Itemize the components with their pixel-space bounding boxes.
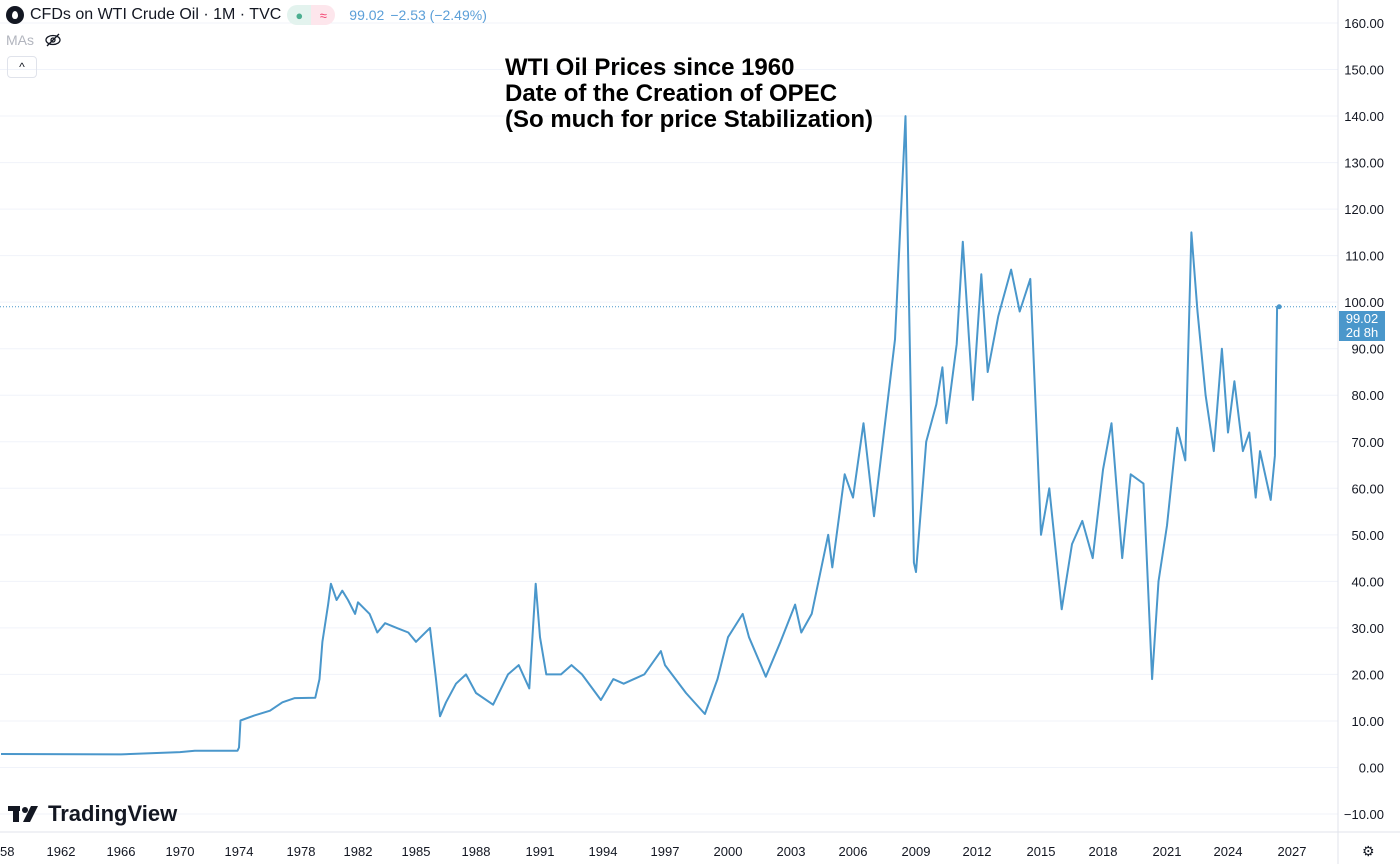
y-tick-label: 60.00 bbox=[1351, 481, 1384, 496]
logo-text: TradingView bbox=[48, 801, 178, 826]
x-tick-label: 58 bbox=[0, 844, 14, 859]
x-tick-label: 2015 bbox=[1027, 844, 1056, 859]
y-tick-label: 30.00 bbox=[1351, 621, 1384, 636]
x-tick-label: 2018 bbox=[1089, 844, 1118, 859]
y-tick-label: 100.00 bbox=[1344, 295, 1384, 310]
collapse-legend-button[interactable]: ^ bbox=[7, 56, 37, 78]
x-tick-label: 1988 bbox=[462, 844, 491, 859]
last-price: 99.02 bbox=[349, 7, 385, 23]
y-tick-label: −10.00 bbox=[1344, 807, 1384, 822]
bar-countdown: 2d 8h bbox=[1345, 325, 1379, 340]
eye-hidden-icon[interactable] bbox=[44, 33, 62, 47]
x-tick-label: 1974 bbox=[225, 844, 254, 859]
y-tick-label: 80.00 bbox=[1351, 388, 1384, 403]
market-status-icon: ● bbox=[287, 5, 312, 25]
x-tick-label: 2009 bbox=[902, 844, 931, 859]
x-tick-label: 2012 bbox=[963, 844, 992, 859]
delayed-data-icon: ≈ bbox=[311, 5, 336, 25]
y-tick-label: 140.00 bbox=[1344, 109, 1384, 124]
y-tick-label: 10.00 bbox=[1351, 714, 1384, 729]
last-price-tag: 99.02 2d 8h bbox=[1339, 311, 1385, 341]
chart-annotation-text: WTI Oil Prices since 1960 Date of the Cr… bbox=[505, 54, 874, 133]
x-tick-label: 2024 bbox=[1214, 844, 1243, 859]
x-tick-label: 2003 bbox=[777, 844, 806, 859]
x-tick-label: 1997 bbox=[651, 844, 680, 859]
y-tick-label: 20.00 bbox=[1351, 667, 1384, 682]
price-change: −2.53 (−2.49%) bbox=[390, 7, 487, 23]
price-tag-value: 99.02 bbox=[1345, 311, 1379, 326]
symbol-title[interactable]: CFDs on WTI Crude Oil · 1M · TVC bbox=[30, 6, 282, 23]
x-tick-label: 1970 bbox=[166, 844, 195, 859]
x-tick-label: 2027 bbox=[1278, 844, 1307, 859]
chevron-up-icon: ^ bbox=[19, 60, 25, 74]
y-tick-label: 160.00 bbox=[1344, 16, 1384, 31]
y-tick-label: 150.00 bbox=[1344, 63, 1384, 78]
y-tick-label: 50.00 bbox=[1351, 528, 1384, 543]
y-tick-label: 130.00 bbox=[1344, 156, 1384, 171]
status-pill[interactable]: ● ≈ bbox=[287, 5, 336, 25]
x-tick-label: 1982 bbox=[344, 844, 373, 859]
oil-drop-icon bbox=[6, 6, 24, 24]
price-series-line bbox=[0, 115, 1280, 756]
x-tick-label: 1966 bbox=[107, 844, 136, 859]
moving-averages-legend: MAs bbox=[6, 32, 62, 48]
x-tick-label: 2021 bbox=[1153, 844, 1182, 859]
y-tick-label: 110.00 bbox=[1345, 249, 1384, 264]
x-tick-label: 1991 bbox=[526, 844, 555, 859]
last-price-marker bbox=[1276, 304, 1282, 310]
y-tick-label: 90.00 bbox=[1351, 342, 1384, 357]
x-tick-label: 1994 bbox=[589, 844, 618, 859]
x-tick-label: 2000 bbox=[714, 844, 743, 859]
tradingview-logo[interactable]: TradingView bbox=[8, 801, 177, 827]
mas-label[interactable]: MAs bbox=[6, 32, 34, 48]
x-tick-label: 1978 bbox=[287, 844, 316, 859]
x-tick-label: 1962 bbox=[47, 844, 76, 859]
y-tick-label: 0.00 bbox=[1359, 760, 1384, 775]
y-tick-label: 70.00 bbox=[1351, 435, 1384, 450]
y-tick-label: 120.00 bbox=[1344, 202, 1384, 217]
settings-gear-icon[interactable]: ⚙ bbox=[1362, 843, 1375, 859]
symbol-header: CFDs on WTI Crude Oil · 1M · TVC ● ≈ 99.… bbox=[6, 5, 487, 25]
x-tick-label: 1985 bbox=[402, 844, 431, 859]
y-tick-label: 40.00 bbox=[1351, 574, 1384, 589]
tv-logo-icon bbox=[8, 806, 38, 822]
x-tick-label: 2006 bbox=[839, 844, 868, 859]
